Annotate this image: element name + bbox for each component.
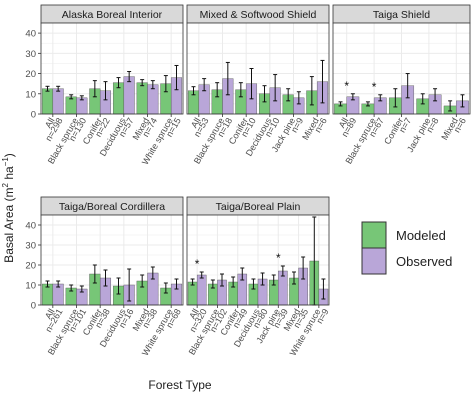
y-tick-label: 10 [25,89,36,100]
y-title-mid: ha [2,166,16,183]
panel-frame [186,22,330,115]
y-title-prefix: Basal Area (m [2,187,16,262]
y-title-sup-1: 2 [1,182,10,187]
bar-observed [123,76,135,115]
facet-title: Mixed & Softwood Shield [200,9,317,21]
y-title-sup-2: −1 [1,157,10,167]
legend-label-observed: Observed [396,254,452,269]
significance-marker: * [372,80,377,94]
panel-frame [332,22,471,115]
plot-area [41,23,183,114]
bar-modeled [65,96,77,115]
x-axis-title: Forest Type [148,378,211,392]
x-tick-label: All [43,307,57,321]
facet-title: Taiga Shield [373,9,430,21]
x-tick-label: All [187,307,201,321]
panel-frame [186,214,330,306]
x-tick-label: All [337,116,351,130]
bar-modeled [41,88,54,115]
y-title-suffix: ) [2,153,16,157]
y-tick-label: 20 [25,69,36,80]
bar-observed [196,274,207,306]
y-tick-label: 0 [31,110,36,121]
legend-label-modeled: Modeled [396,228,446,243]
y-tick-label: 20 [25,261,36,272]
y-tick-label: 0 [31,301,36,312]
y-tick-label: 10 [25,281,36,292]
bar-observed [52,88,64,115]
plot-area [187,23,329,114]
bar-modeled [136,82,148,115]
y-tick-label: 30 [25,49,36,60]
plot-area [41,215,183,305]
y-axis-title: Basal Area (m2 ha−1) [1,153,16,263]
panel-frame [40,214,184,306]
significance-marker: * [344,79,349,93]
legend-key-observed [361,247,387,275]
significance-marker: * [195,257,200,271]
legend: Modeled Observed [361,221,452,275]
legend-key-modeled [361,221,387,249]
facet-title: Alaska Boreal Interior [62,9,163,21]
y-tick-label: 40 [25,29,36,40]
facet-title: Taiga/Boreal Plain [216,201,301,213]
panel-frame [40,22,184,115]
significance-marker: * [276,251,281,265]
facet-title: Taiga/Boreal Cordillera [59,201,165,213]
x-tick-label: All [189,116,203,130]
y-tick-label: 30 [25,241,36,252]
y-tick-label: 40 [25,221,36,232]
x-tick-label: All [43,116,57,130]
